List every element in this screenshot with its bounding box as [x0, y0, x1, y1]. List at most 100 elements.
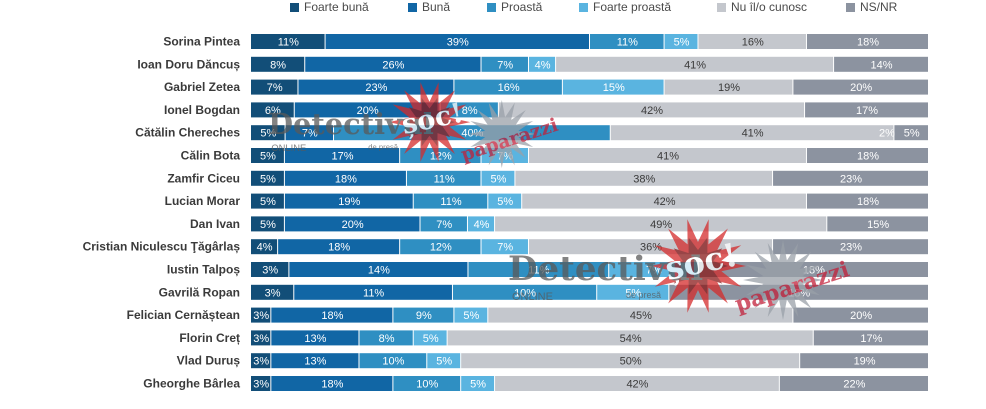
- chart-rows: Sorina Pintea 11% 39% 11% 5% 16% 18% Ioan Doru …: [83, 34, 928, 391]
- bar-segment: [495, 376, 779, 391]
- bar-segment: [481, 170, 515, 186]
- legend-label: NS/NR: [860, 0, 898, 14]
- bar-segment: [285, 125, 334, 141]
- bar-segment: [481, 239, 528, 255]
- segment-value-label: 3%: [253, 379, 269, 391]
- segment-value-label: 5%: [497, 196, 513, 208]
- bar-segment: [813, 330, 928, 346]
- bar-segment: [834, 56, 928, 72]
- legend-swatch: [408, 2, 417, 12]
- bar-row: Ioan Doru Dăncuș 8% 26% 7% 4% 41% 14%: [137, 56, 928, 72]
- bar-segment: [325, 34, 589, 49]
- bar-segment: [556, 56, 834, 72]
- category-label: Dan Ivan: [190, 217, 240, 231]
- category-label: Călin Bota: [181, 149, 241, 163]
- segment-value-label: 16%: [742, 37, 764, 49]
- segment-value-label: 18%: [328, 242, 350, 254]
- bar-segment: [562, 79, 664, 95]
- segment-value-label: 5%: [491, 173, 507, 185]
- starburst-shape: [404, 97, 455, 147]
- segment-value-label: 3%: [265, 287, 281, 299]
- segment-value-label: 14%: [871, 59, 893, 71]
- segment-value-label: 4%: [474, 219, 490, 231]
- segment-value-label: 11%: [528, 265, 549, 277]
- segment-value-label: 8%: [462, 105, 478, 117]
- watermark-sub2: de presă: [368, 142, 398, 151]
- segment-value-label: 10%: [382, 356, 404, 368]
- watermark-sub: ONLINE: [512, 291, 553, 303]
- bar-segment: [610, 125, 894, 141]
- segment-value-label: 11%: [278, 37, 299, 49]
- segment-value-label: 42%: [654, 196, 676, 208]
- starburst-shape: [743, 240, 823, 320]
- segment-value-label: 16%: [498, 82, 520, 94]
- bar-segment: [251, 79, 298, 95]
- bar-segment: [251, 307, 271, 323]
- bar-segment: [251, 148, 284, 163]
- watermark-brand: Detectivul: [268, 107, 434, 141]
- bar-row: Zamfir Ciceu 5% 18% 11% 5% 38% 23%: [167, 170, 928, 186]
- segment-value-label: 18%: [857, 151, 879, 163]
- segment-value-label: 20%: [850, 310, 872, 322]
- segment-value-label: 8%: [379, 333, 395, 345]
- segment-value-label: 23%: [840, 242, 862, 254]
- segment-value-label: 18%: [857, 196, 879, 208]
- bar-segment: [251, 376, 271, 391]
- segment-value-label: 12%: [430, 151, 452, 163]
- bar-segment: [481, 56, 528, 72]
- category-label: Ionel Bogdan: [164, 103, 240, 117]
- bar-segment: [664, 79, 793, 95]
- bar-segment: [413, 330, 447, 346]
- segment-value-label: 18%: [321, 379, 343, 391]
- bar-segment: [359, 353, 427, 369]
- bar-segment: [305, 56, 481, 72]
- segment-value-label: 11%: [440, 196, 461, 208]
- bar-row: Gheorghe Bârlea 3% 18% 10% 5% 42% 22%: [143, 376, 928, 391]
- segment-value-label: 19%: [718, 82, 740, 94]
- bar-segment: [461, 376, 495, 391]
- category-label: Cristian Niculescu Ţăgârlaș: [83, 240, 241, 254]
- bar-segment: [468, 262, 609, 277]
- legend-swatch: [290, 2, 299, 12]
- legend-label: Foarte proastă: [593, 0, 672, 14]
- segment-value-label: 10%: [416, 379, 438, 391]
- bar-segment: [251, 239, 278, 255]
- segment-value-label: 5%: [423, 333, 439, 345]
- bar-segment: [271, 330, 359, 346]
- bar-segment: [528, 56, 556, 72]
- segment-value-label: 5%: [436, 356, 452, 368]
- bar-segment: [427, 353, 461, 369]
- bar-segment: [420, 216, 467, 232]
- segment-value-label: 11%: [617, 37, 638, 49]
- segment-value-label: 42%: [641, 105, 663, 117]
- bar-segment: [597, 284, 669, 300]
- bar-segment: [779, 376, 928, 391]
- legend-label: Foarte bună: [304, 0, 369, 14]
- segment-value-label: 17%: [860, 333, 882, 345]
- segment-value-label: 3%: [253, 310, 269, 322]
- segment-value-label: 7%: [497, 59, 513, 71]
- segment-value-label: 38%: [633, 173, 655, 185]
- bar-segment: [806, 193, 928, 209]
- segment-value-label: 3%: [253, 356, 269, 368]
- bar-segment: [454, 79, 562, 95]
- legend-label: Proastă: [501, 0, 543, 14]
- legend-item: Foarte bună: [290, 0, 369, 14]
- bar-segment: [793, 79, 928, 95]
- bar-row: Sorina Pintea 11% 39% 11% 5% 16% 18%: [163, 34, 928, 49]
- legend-item: Nu îl/o cunosc: [717, 0, 807, 14]
- segment-value-label: 12%: [430, 242, 452, 254]
- legend-swatch: [717, 2, 726, 12]
- bar-segment: [440, 102, 498, 118]
- segment-value-label: 4%: [535, 59, 551, 71]
- watermark-brand: Detectivul: [508, 249, 703, 289]
- legend-label: Nu îl/o cunosc: [731, 0, 808, 14]
- bar-segment: [515, 170, 773, 186]
- bar-segment: [251, 353, 271, 369]
- bar-segment: [400, 239, 481, 255]
- bar-segment: [773, 170, 928, 186]
- bar-row: Lucian Morar 5% 19% 11% 5% 42% 18%: [165, 193, 928, 209]
- segment-value-label: 18%: [857, 37, 879, 49]
- bar-segment: [251, 34, 325, 49]
